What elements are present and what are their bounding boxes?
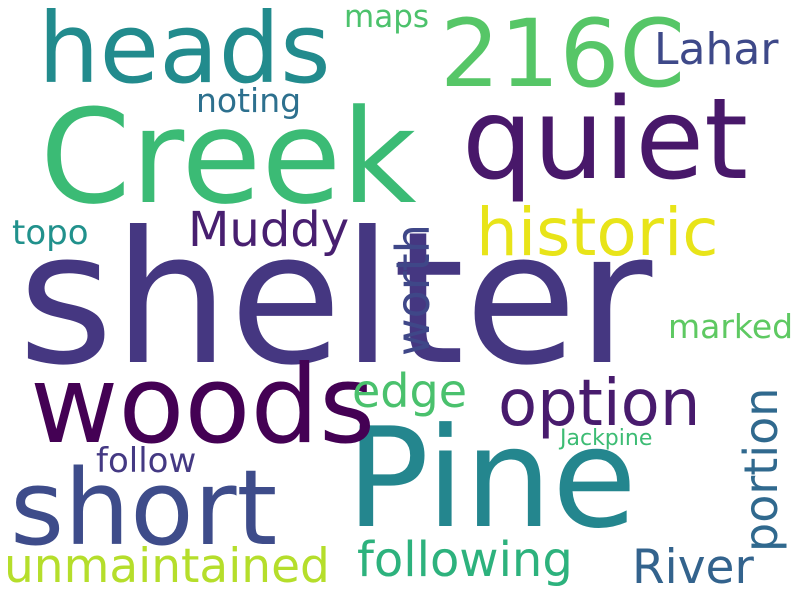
word-topo: topo xyxy=(12,213,89,253)
word-creek: Creek xyxy=(40,81,417,233)
word-following: following xyxy=(357,532,573,588)
word-woods: woods xyxy=(30,343,376,468)
word-edge: edge xyxy=(352,364,467,418)
word-shelter: shelter xyxy=(18,193,653,406)
word-historic: historic xyxy=(476,194,719,271)
word-river: River xyxy=(632,540,754,595)
word-unmaintained: unmaintained xyxy=(4,539,330,594)
word-pine: Pine xyxy=(346,398,637,559)
word-noting: noting xyxy=(196,81,302,120)
word-worth: worth xyxy=(386,224,440,356)
word-216c: 216C xyxy=(440,0,686,109)
word-quiet: quiet xyxy=(462,75,749,205)
word-marked: marked xyxy=(668,307,794,346)
word-option: option xyxy=(498,367,701,441)
word-lahar: Lahar xyxy=(654,24,779,75)
word-follow: follow xyxy=(96,441,197,481)
word-maps: maps xyxy=(344,0,430,35)
word-jackpine: Jackpine xyxy=(560,426,653,451)
word-short: short xyxy=(10,447,278,569)
word-muddy: Muddy xyxy=(188,202,350,258)
word-portion: portion xyxy=(734,387,788,552)
word-heads: heads xyxy=(38,0,331,105)
